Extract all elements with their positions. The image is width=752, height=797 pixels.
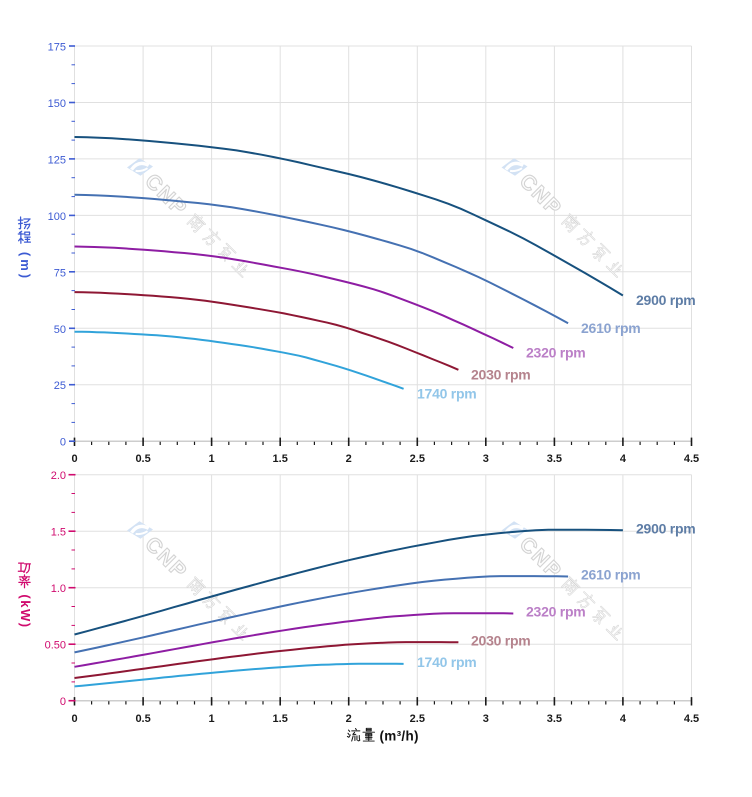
svg-text:(m): (m) xyxy=(18,252,33,281)
svg-text:2.5: 2.5 xyxy=(410,453,425,465)
svg-text:25: 25 xyxy=(54,380,66,392)
svg-text:1740 rpm: 1740 rpm xyxy=(417,385,476,401)
svg-text:2.0: 2.0 xyxy=(51,470,66,482)
svg-text:2610 rpm: 2610 rpm xyxy=(581,567,640,583)
svg-text:0.5: 0.5 xyxy=(135,713,150,725)
svg-text:2900 rpm: 2900 rpm xyxy=(636,292,695,308)
svg-text:1: 1 xyxy=(209,713,215,725)
svg-text:4.5: 4.5 xyxy=(684,453,699,465)
svg-text:2900 rpm: 2900 rpm xyxy=(636,521,695,537)
svg-text:(m³/h): (m³/h) xyxy=(380,729,419,744)
svg-text:0: 0 xyxy=(71,713,77,725)
svg-text:1.5: 1.5 xyxy=(273,713,288,725)
svg-text:3: 3 xyxy=(483,453,489,465)
svg-text:0.50: 0.50 xyxy=(45,640,66,652)
svg-text:2030 rpm: 2030 rpm xyxy=(471,366,530,382)
svg-text:1.0: 1.0 xyxy=(51,583,66,595)
svg-text:1.5: 1.5 xyxy=(273,453,288,465)
svg-text:1.5: 1.5 xyxy=(51,527,66,539)
svg-text:0: 0 xyxy=(60,437,66,449)
svg-text:2610 rpm: 2610 rpm xyxy=(581,320,640,336)
svg-text:4: 4 xyxy=(620,713,627,725)
svg-text:1: 1 xyxy=(209,453,215,465)
svg-text:4.5: 4.5 xyxy=(684,713,699,725)
svg-text:100: 100 xyxy=(48,211,66,223)
svg-text:2.5: 2.5 xyxy=(410,713,425,725)
svg-text:2: 2 xyxy=(346,453,352,465)
svg-text:2320 rpm: 2320 rpm xyxy=(526,345,585,361)
svg-text:3.5: 3.5 xyxy=(547,713,562,725)
svg-text:175: 175 xyxy=(48,42,66,54)
svg-text:0: 0 xyxy=(71,453,77,465)
svg-text:4: 4 xyxy=(620,453,627,465)
svg-text:0: 0 xyxy=(60,696,66,708)
svg-text:125: 125 xyxy=(48,154,66,166)
svg-text:(kW): (kW) xyxy=(18,594,33,628)
svg-text:1740 rpm: 1740 rpm xyxy=(417,654,476,670)
svg-text:75: 75 xyxy=(54,267,66,279)
svg-text:0.5: 0.5 xyxy=(135,453,150,465)
svg-text:50: 50 xyxy=(54,324,66,336)
svg-text:2030 rpm: 2030 rpm xyxy=(471,633,530,649)
svg-text:2: 2 xyxy=(346,713,352,725)
svg-text:2320 rpm: 2320 rpm xyxy=(526,604,585,620)
svg-text:3: 3 xyxy=(483,713,489,725)
svg-text:3.5: 3.5 xyxy=(547,453,562,465)
svg-text:150: 150 xyxy=(48,98,66,110)
